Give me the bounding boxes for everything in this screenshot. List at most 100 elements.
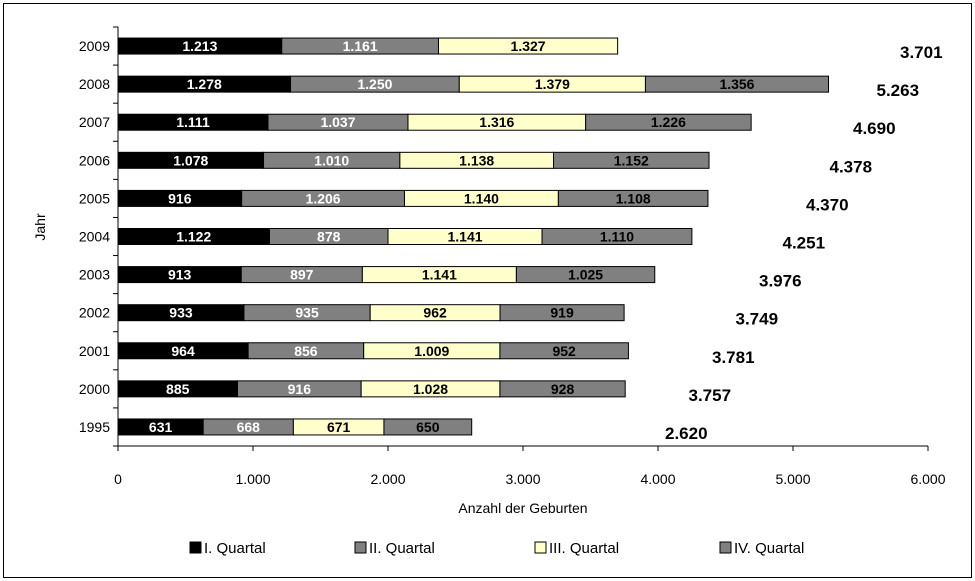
- legend-label-q1: I. Quartal: [204, 540, 266, 557]
- bar-2007-q4: [585, 113, 752, 131]
- data-label-2006-q2: 1.010: [314, 152, 349, 168]
- total-label-2008: 5.263: [877, 81, 920, 100]
- x-tick-label-5: 5.000: [775, 471, 810, 487]
- bar-2009-q3: [437, 37, 619, 55]
- legend-swatch-q1: [189, 541, 202, 554]
- legend-item-q4: IV. Quartal: [719, 540, 804, 557]
- total-label-2007: 4.690: [853, 119, 896, 138]
- x-tick-label-1: 1.000: [235, 471, 270, 487]
- legend-item-q3: III. Quartal: [534, 540, 619, 557]
- data-label-1995-q2: 668: [237, 419, 261, 435]
- data-label-2007-q1: 1.111: [176, 114, 210, 130]
- data-label-2008-q1: 1.278: [187, 76, 222, 92]
- data-label-2008-q4: 1.356: [719, 76, 754, 92]
- bar-2001-q4: [499, 342, 629, 360]
- y-tick-label-2003: 2003: [79, 267, 110, 283]
- data-label-2008-q2: 1.250: [357, 76, 392, 92]
- data-label-2009-q2: 1.161: [343, 38, 378, 54]
- bar-2003-q4: [515, 266, 656, 284]
- legend-item-q1: I. Quartal: [189, 540, 266, 557]
- y-axis-title: Jahr: [32, 213, 48, 241]
- bar-2004-q4: [541, 228, 693, 245]
- data-label-2001-q1: 964: [171, 343, 195, 359]
- bars-layer: 631 668 671 650 885 916 1.028 928 964 856 1.009 952…: [117, 37, 830, 436]
- x-axis-title: Anzahl der Geburten: [458, 500, 587, 516]
- x-tick-label-6: 6.000: [910, 471, 945, 487]
- x-tick-label-4: 4.000: [640, 471, 675, 487]
- data-label-2004-q2: 878: [317, 229, 341, 245]
- y-tick-label-2000: 2000: [79, 381, 110, 397]
- bar-2008-q4: [644, 75, 830, 93]
- data-label-2004-q4: 1.110: [600, 229, 634, 245]
- data-label-2004-q3: 1.141: [447, 229, 482, 245]
- data-label-2000-q1: 885: [166, 381, 190, 397]
- data-label-2007-q3: 1.316: [479, 114, 514, 130]
- data-label-2000-q3: 1.028: [413, 381, 448, 397]
- bar-2002-q4: [499, 304, 625, 322]
- data-label-2007-q2: 1.037: [320, 114, 355, 130]
- bar-2006-q4: [553, 151, 710, 169]
- data-label-2008-q3: 1.379: [535, 76, 570, 92]
- data-label-2000-q4: 928: [551, 381, 575, 397]
- data-label-2003-q2: 897: [290, 267, 314, 283]
- total-label-2003: 3.976: [759, 272, 802, 291]
- legend-swatch-q3: [534, 541, 547, 554]
- data-label-2001-q3: 1.009: [414, 343, 449, 359]
- total-label-2009: 3.701: [900, 43, 943, 62]
- legend-label-q4: IV. Quartal: [734, 540, 804, 557]
- x-tick-label-0: 0: [114, 471, 122, 487]
- y-tick-label-1995: 1995: [79, 419, 110, 435]
- y-tick-label-2004: 2004: [79, 229, 110, 245]
- total-label-2005: 4.370: [806, 195, 849, 214]
- bar-1995-q4: [383, 418, 473, 436]
- data-label-2003-q4: 1.025: [568, 267, 603, 283]
- x-tick-label-2: 2.000: [370, 471, 405, 487]
- legend-swatch-q2: [354, 541, 367, 554]
- data-label-2009-q3: 1.327: [511, 38, 546, 54]
- data-label-2009-q1: 1.213: [182, 38, 217, 54]
- data-label-1995-q3: 671: [327, 419, 351, 435]
- data-label-2003-q1: 913: [168, 267, 192, 283]
- y-tick-label-2008: 2008: [79, 76, 110, 92]
- data-label-2005-q1: 916: [168, 190, 192, 206]
- data-label-2002-q1: 933: [169, 305, 193, 321]
- legend-swatch-q4: [719, 541, 732, 554]
- total-label-2004: 4.251: [783, 234, 826, 253]
- data-label-2006-q4: 1.152: [614, 152, 649, 168]
- data-label-2001-q2: 856: [294, 343, 318, 359]
- bar-2005-q4: [557, 189, 709, 207]
- data-label-2002-q4: 919: [550, 305, 574, 321]
- y-tick-label-2002: 2002: [79, 305, 110, 321]
- data-label-2001-q4: 952: [552, 343, 576, 359]
- total-label-2006: 4.378: [830, 157, 873, 176]
- data-label-2003-q3: 1.141: [422, 267, 457, 283]
- total-label-1995: 2.620: [665, 424, 708, 443]
- data-label-2006-q1: 1.078: [173, 152, 208, 168]
- data-label-2005-q2: 1.206: [306, 190, 341, 206]
- chart-border: [3, 3, 972, 578]
- data-label-2005-q4: 1.108: [616, 190, 651, 206]
- y-tick-label-2009: 2009: [79, 38, 110, 54]
- legend-label-q2: II. Quartal: [369, 540, 435, 557]
- y-tick-label-2007: 2007: [79, 114, 110, 130]
- data-label-2002-q3: 962: [423, 305, 447, 321]
- data-label-2004-q1: 1.122: [176, 229, 211, 245]
- y-tick-label-2001: 2001: [79, 343, 110, 359]
- data-label-1995-q4: 650: [416, 419, 440, 435]
- legend: I. Quartal II. Quartal III. Quartal IV. Qua…: [189, 540, 804, 557]
- totals-layer: 2.620 3.757 3.781 3.749 3.976 4.251 4.370 4.378…: [665, 43, 943, 443]
- data-label-2002-q2: 935: [295, 305, 319, 321]
- total-label-2002: 3.749: [736, 310, 779, 329]
- data-label-2000-q2: 916: [288, 381, 312, 397]
- total-label-2001: 3.781: [712, 348, 755, 367]
- y-tick-label-2006: 2006: [79, 152, 110, 168]
- data-label-1995-q1: 631: [149, 419, 173, 435]
- legend-label-q3: III. Quartal: [549, 540, 619, 557]
- total-label-2000: 3.757: [689, 386, 732, 405]
- data-label-2005-q3: 1.140: [464, 190, 499, 206]
- axes-layer: 1995 2000 2001 2002 2003 2004 2005 2006 2007 2008…: [79, 26, 946, 487]
- data-label-2006-q3: 1.138: [459, 152, 494, 168]
- x-tick-label-3: 3.000: [505, 471, 540, 487]
